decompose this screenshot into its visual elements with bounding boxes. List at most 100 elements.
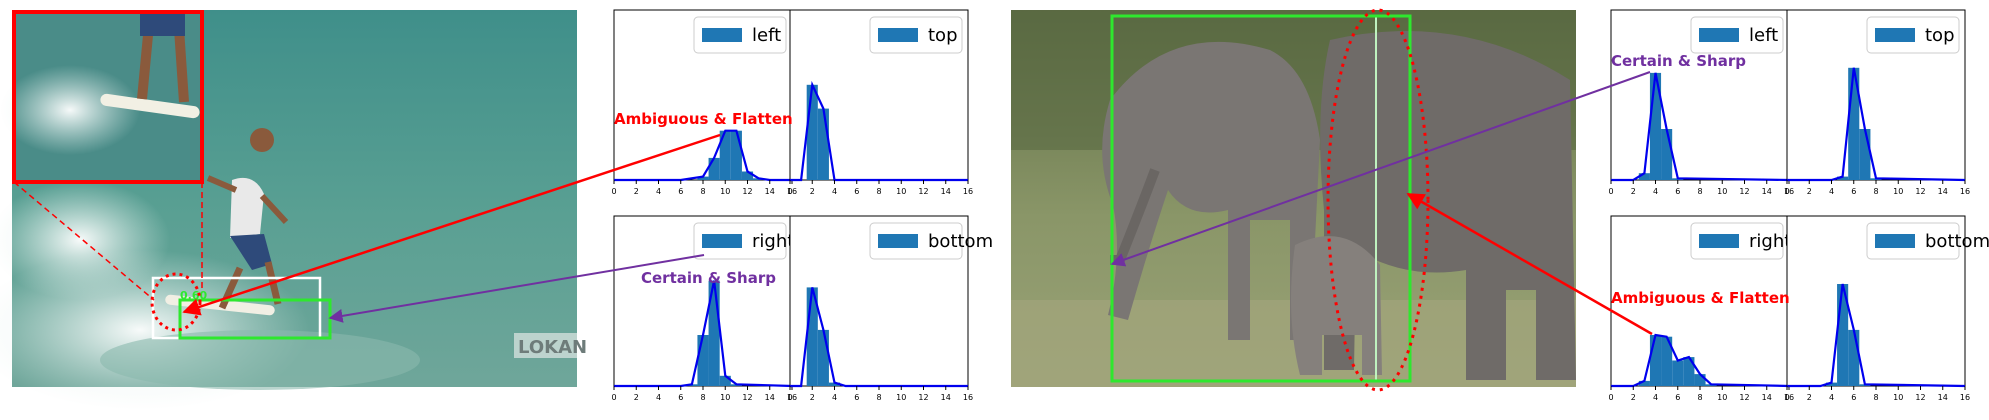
legend-label: top <box>928 25 958 46</box>
histogram-panels: 0 2 4 6 8 10 12 14 16 left 0 2 4 6 8 10 12 14 16 top 0 2 4 6 8 10… <box>611 9 1989 402</box>
histogram-bar <box>1859 129 1871 180</box>
x-tick-label: 16 <box>1960 393 1970 402</box>
surfer-sharp-label: Certain & Sharp <box>641 269 776 287</box>
x-tick-label: 6 <box>1851 393 1856 402</box>
histogram-bar <box>1683 357 1695 386</box>
surfer-shorts <box>230 234 272 270</box>
surfer-photo: 0.60 LOKAN <box>0 10 587 410</box>
x-tick-label: 14 <box>941 187 951 196</box>
x-tick-label: 10 <box>896 393 906 402</box>
histogram-elephant-right: 0 2 4 6 8 10 12 14 16 right <box>1608 215 1794 402</box>
x-tick-label: 8 <box>876 187 881 196</box>
x-tick-label: 10 <box>720 393 730 402</box>
histogram-bar <box>1649 72 1662 180</box>
x-tick-label: 0 <box>1784 187 1789 196</box>
x-tick-label: 2 <box>1807 187 1812 196</box>
surfer-arms <box>206 175 289 225</box>
histogram-bar <box>708 157 720 180</box>
histogram-bar <box>697 176 709 180</box>
legend-swatch <box>878 28 918 42</box>
legend-label: right <box>1749 231 1791 252</box>
histogram-surfer-left: 0 2 4 6 8 10 12 14 16 left <box>611 9 797 196</box>
elephant-sharp-label: Certain & Sharp <box>1611 52 1746 70</box>
x-tick-label: 12 <box>742 187 752 196</box>
x-tick-label: 8 <box>1873 393 1878 402</box>
histogram-surfer-bottom: 0 2 4 6 8 10 12 14 16 bottom <box>787 215 993 402</box>
histogram-bar <box>1694 374 1706 386</box>
x-tick-label: 6 <box>854 393 859 402</box>
watermark: LOKAN <box>514 333 587 358</box>
x-tick-label: 6 <box>678 187 683 196</box>
histogram-bar <box>806 84 818 180</box>
elephant-calf <box>1291 236 1382 375</box>
x-tick-label: 2 <box>1631 393 1636 402</box>
histogram-bar <box>1638 173 1650 180</box>
histogram-bar <box>1661 336 1673 386</box>
x-tick-label: 4 <box>656 393 661 402</box>
x-tick-label: 4 <box>832 187 837 196</box>
legend-label: left <box>1749 25 1778 46</box>
x-tick-label: 0 <box>611 187 616 196</box>
histogram-bar <box>817 108 829 180</box>
watermark-background <box>514 333 577 358</box>
elephant-left <box>1102 41 1320 341</box>
legend-label: left <box>752 25 781 46</box>
surfer-shirt <box>230 177 264 238</box>
surfer-box-label: 0.60 <box>180 289 207 302</box>
x-tick-label: 10 <box>896 187 906 196</box>
legend-swatch <box>1699 234 1739 248</box>
x-tick-label: 6 <box>854 187 859 196</box>
legend-swatch <box>878 234 918 248</box>
watermark-text: LOKAN <box>518 337 587 358</box>
histogram-bar <box>1837 284 1849 386</box>
elephant-flatten-arrow <box>1406 192 1653 336</box>
histogram-elephant-left: 0 2 4 6 8 10 12 14 16 left <box>1608 9 1794 196</box>
surfer-flatten-arrow <box>182 133 721 316</box>
x-tick-label: 0 <box>1608 187 1613 196</box>
x-tick-label: 4 <box>1829 187 1834 196</box>
surfer-flatten-label: Ambiguous & Flatten <box>614 110 793 128</box>
x-tick-label: 14 <box>1762 187 1772 196</box>
x-tick-label: 8 <box>700 393 705 402</box>
histogram-bar <box>1825 382 1838 386</box>
x-tick-label: 6 <box>1675 393 1680 402</box>
x-tick-label: 16 <box>963 393 973 402</box>
histogram-bar <box>828 382 841 386</box>
x-tick-label: 6 <box>1675 187 1680 196</box>
histogram-bar <box>1672 360 1684 386</box>
x-tick-label: 10 <box>720 187 730 196</box>
legend-label: right <box>752 231 794 252</box>
x-tick-label: 10 <box>1893 187 1903 196</box>
x-tick-label: 4 <box>656 187 661 196</box>
x-tick-label: 4 <box>1653 187 1658 196</box>
density-curve <box>790 287 968 388</box>
legend-label: top <box>1925 25 1955 46</box>
elephant-photo <box>1011 8 1576 392</box>
x-tick-label: 0 <box>611 393 616 402</box>
x-tick-label: 16 <box>1960 187 1970 196</box>
elephant-uncertain-ellipse <box>1326 8 1430 392</box>
histogram-bar <box>1638 380 1650 386</box>
legend-label: bottom <box>928 231 993 252</box>
x-tick-label: 12 <box>918 187 928 196</box>
x-tick-label: 12 <box>1915 187 1925 196</box>
x-tick-label: 14 <box>1938 187 1948 196</box>
x-tick-label: 8 <box>1697 187 1702 196</box>
density-curve <box>614 280 793 388</box>
x-tick-label: 12 <box>742 393 752 402</box>
x-tick-label: 10 <box>1717 393 1727 402</box>
x-tick-label: 14 <box>765 187 775 196</box>
x-tick-label: 12 <box>1915 393 1925 402</box>
wave-splash <box>0 180 170 300</box>
x-tick-label: 2 <box>634 187 639 196</box>
inset-shorts <box>140 14 185 36</box>
x-tick-label: 0 <box>787 393 792 402</box>
x-tick-label: 2 <box>810 187 815 196</box>
density-curve <box>1611 333 1790 388</box>
x-tick-label: 0 <box>1784 393 1789 402</box>
legend-swatch <box>1875 28 1915 42</box>
x-tick-label: 4 <box>1829 393 1834 402</box>
histogram-bar <box>719 130 731 180</box>
surfer-head <box>250 128 274 152</box>
elephant-herd <box>1102 31 1576 380</box>
